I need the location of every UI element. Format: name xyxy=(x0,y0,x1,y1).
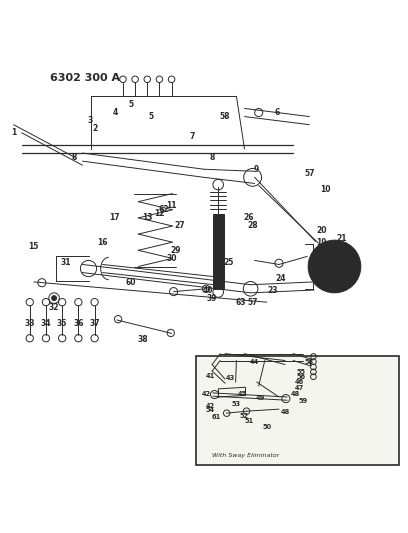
Text: 22: 22 xyxy=(333,282,343,291)
Text: 59: 59 xyxy=(299,398,308,404)
Text: 62: 62 xyxy=(158,205,169,214)
Text: 19: 19 xyxy=(316,238,327,247)
Text: 50: 50 xyxy=(262,424,271,430)
Text: 39: 39 xyxy=(207,294,217,303)
Text: 12: 12 xyxy=(154,209,165,219)
Text: 57: 57 xyxy=(247,298,258,308)
Text: 33: 33 xyxy=(24,319,35,328)
Bar xyxy=(213,214,224,289)
Text: 18: 18 xyxy=(215,233,226,243)
Text: 9: 9 xyxy=(254,165,259,174)
Text: 8: 8 xyxy=(209,152,215,161)
Text: 34: 34 xyxy=(41,319,51,328)
Text: 6302 300 A: 6302 300 A xyxy=(50,73,120,83)
Text: 42: 42 xyxy=(202,391,211,397)
Text: 27: 27 xyxy=(174,222,185,230)
Text: 15: 15 xyxy=(29,242,39,251)
Text: 63: 63 xyxy=(235,298,246,308)
Text: 26: 26 xyxy=(243,213,254,222)
Text: 29: 29 xyxy=(171,246,181,255)
Text: 5: 5 xyxy=(129,100,134,109)
Text: 58: 58 xyxy=(305,359,314,365)
Circle shape xyxy=(52,296,56,301)
Text: 51: 51 xyxy=(244,418,253,424)
Text: 4: 4 xyxy=(112,108,118,117)
Text: 24: 24 xyxy=(276,274,286,283)
Text: 19: 19 xyxy=(328,254,339,263)
Text: 31: 31 xyxy=(61,258,71,267)
Text: 21: 21 xyxy=(337,233,347,243)
Text: 38: 38 xyxy=(138,335,149,344)
Text: 2: 2 xyxy=(92,124,97,133)
Text: 1: 1 xyxy=(11,128,16,138)
Text: 48: 48 xyxy=(280,409,290,415)
Text: 5: 5 xyxy=(149,112,154,121)
Text: 36: 36 xyxy=(73,319,84,328)
Circle shape xyxy=(308,240,361,293)
Text: 45: 45 xyxy=(238,391,247,397)
Text: 13: 13 xyxy=(142,213,153,222)
Text: 8: 8 xyxy=(72,152,77,161)
Text: 28: 28 xyxy=(247,222,258,230)
Text: 3: 3 xyxy=(88,116,93,125)
Text: 10: 10 xyxy=(320,185,331,194)
Text: 41: 41 xyxy=(206,373,215,379)
Text: 54: 54 xyxy=(206,407,215,414)
Text: 16: 16 xyxy=(98,238,108,247)
Text: 53: 53 xyxy=(232,401,241,407)
Text: 61: 61 xyxy=(211,414,221,420)
Text: 56: 56 xyxy=(297,374,306,379)
Text: 57: 57 xyxy=(304,169,315,178)
Text: 52: 52 xyxy=(240,414,249,419)
FancyBboxPatch shape xyxy=(196,356,399,465)
Text: 11: 11 xyxy=(166,201,177,210)
Text: With Sway Eliminator: With Sway Eliminator xyxy=(212,453,279,458)
Text: 48: 48 xyxy=(290,391,300,397)
Text: 7: 7 xyxy=(189,132,195,141)
Text: 49: 49 xyxy=(256,395,265,401)
Text: 35: 35 xyxy=(57,319,67,328)
Circle shape xyxy=(331,263,338,270)
Text: 47: 47 xyxy=(295,385,304,391)
Text: 44: 44 xyxy=(250,359,259,365)
Text: 40: 40 xyxy=(203,286,213,295)
Text: 58: 58 xyxy=(219,112,230,121)
Text: 42: 42 xyxy=(206,403,215,409)
Text: 20: 20 xyxy=(316,225,327,235)
Text: 37: 37 xyxy=(89,319,100,328)
Text: 17: 17 xyxy=(109,213,120,222)
Text: 32: 32 xyxy=(49,303,59,311)
Text: 25: 25 xyxy=(223,258,233,267)
Text: 43: 43 xyxy=(226,375,235,381)
Text: 46: 46 xyxy=(295,379,304,385)
Text: 23: 23 xyxy=(268,286,278,295)
Text: 6: 6 xyxy=(274,108,279,117)
Text: 60: 60 xyxy=(126,278,136,287)
Text: 30: 30 xyxy=(166,254,177,263)
Text: 55: 55 xyxy=(297,369,306,375)
